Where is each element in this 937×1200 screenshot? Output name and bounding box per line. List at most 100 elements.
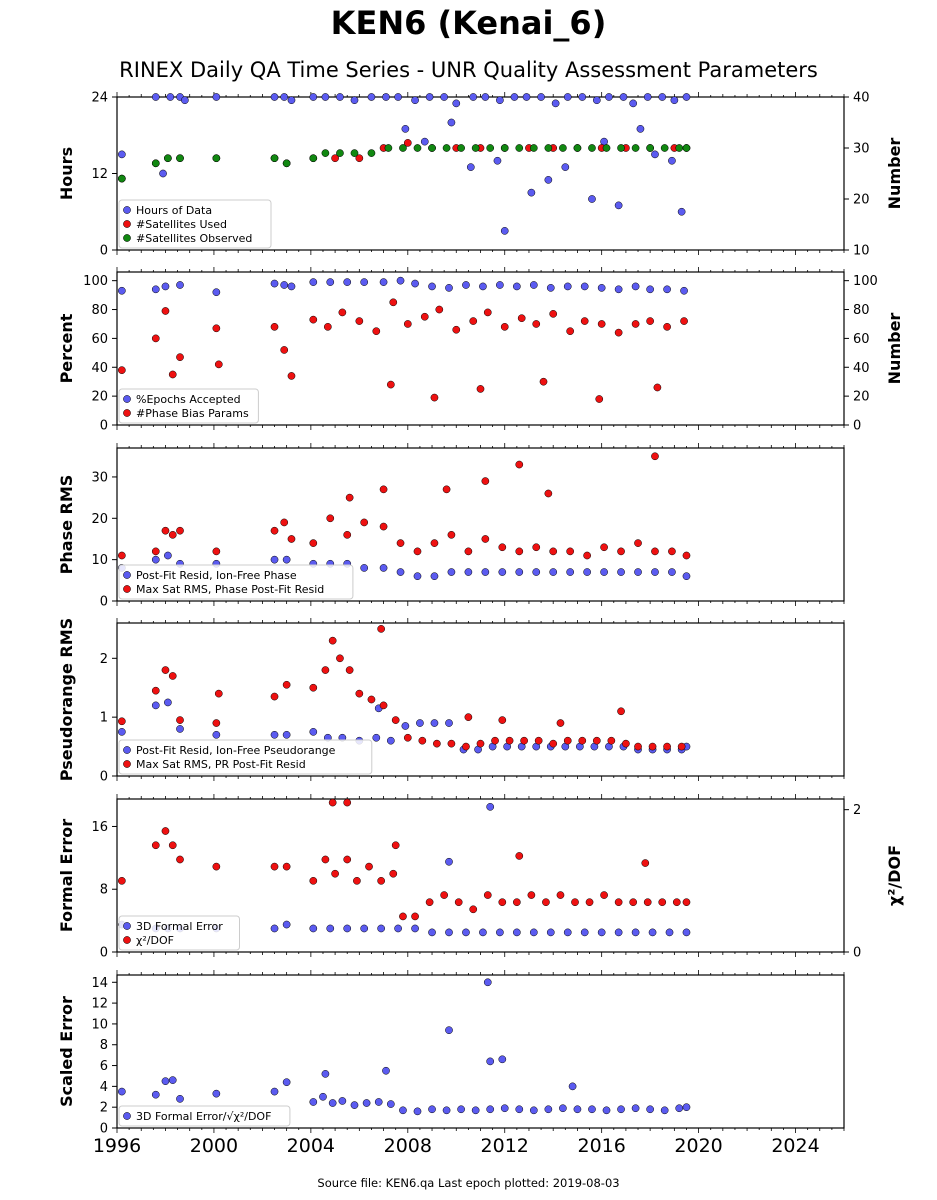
legend: Post-Fit Resid, Ion-Free PseudorangeMax …	[118, 739, 373, 775]
data-point-red	[287, 372, 296, 380]
data-point-blue	[386, 736, 395, 745]
data-point-red	[309, 683, 318, 692]
data-point-blue	[646, 285, 654, 294]
data-point-blue	[605, 93, 613, 101]
data-point-green	[529, 144, 538, 152]
data-point-blue	[430, 719, 439, 727]
data-point-blue	[428, 1105, 436, 1114]
data-point-red	[403, 733, 412, 742]
data-point-red	[651, 452, 659, 461]
y2-axis-label: χ²/DOF	[885, 845, 904, 906]
y-tick-label: 14	[91, 976, 108, 991]
data-point-red	[469, 905, 478, 914]
data-point-green	[309, 154, 318, 163]
y-tick-label: 6	[100, 1059, 108, 1074]
data-point-red	[520, 736, 528, 745]
data-point-blue	[634, 568, 642, 576]
data-point-red	[336, 654, 344, 663]
data-point-blue	[651, 150, 659, 159]
data-point-blue	[270, 924, 279, 933]
data-point-blue	[328, 1099, 337, 1107]
data-point-red	[418, 736, 427, 745]
y2-tick-label: 30	[853, 142, 870, 157]
y2-tick-label: 100	[853, 274, 878, 289]
data-point-green	[282, 159, 291, 168]
data-point-red	[643, 898, 652, 907]
legend-label: Hours of Data	[136, 204, 212, 217]
legend-marker	[123, 571, 131, 579]
legend-marker	[123, 220, 131, 228]
data-point-blue	[496, 281, 504, 289]
data-point-red	[583, 551, 591, 560]
y2-tick-label: 40	[853, 91, 870, 106]
data-point-red	[168, 841, 177, 850]
data-point-red	[343, 530, 352, 539]
data-point-blue	[445, 857, 453, 866]
data-point-red	[176, 855, 184, 864]
legend-marker	[123, 936, 131, 944]
data-point-blue	[401, 125, 410, 133]
data-point-red	[641, 859, 650, 867]
data-point-green	[442, 144, 451, 152]
data-point-blue	[498, 568, 507, 576]
data-point-red	[168, 672, 177, 680]
data-point-green	[164, 154, 172, 163]
data-point-blue	[166, 93, 175, 101]
y2-axis-label: Number	[885, 313, 904, 385]
data-point-blue	[270, 730, 279, 739]
data-point-blue	[447, 118, 456, 127]
y-tick-label: 0	[100, 595, 108, 610]
data-point-red	[513, 898, 521, 907]
y-tick-label: 10	[91, 1017, 108, 1032]
data-point-blue	[614, 201, 623, 210]
data-point-red	[631, 320, 640, 328]
data-point-blue	[588, 1105, 596, 1114]
data-point-blue	[469, 93, 478, 101]
data-point-red	[464, 547, 473, 556]
data-point-red	[282, 680, 291, 689]
y-tick-label: 0	[100, 1122, 108, 1137]
data-point-red	[343, 855, 352, 864]
data-point-red	[117, 717, 126, 726]
data-point-red	[161, 307, 170, 315]
y-tick-label: 24	[91, 91, 108, 106]
data-point-red	[309, 315, 318, 324]
data-point-red	[430, 539, 439, 547]
data-point-red	[648, 742, 657, 751]
data-point-blue	[430, 572, 439, 581]
data-point-red	[389, 298, 398, 307]
data-point-blue	[161, 1077, 170, 1086]
data-point-blue	[326, 278, 335, 286]
data-point-red	[389, 869, 398, 878]
data-point-blue	[646, 1105, 654, 1114]
data-point-blue	[648, 928, 657, 937]
data-point-red	[360, 518, 369, 527]
data-point-red	[321, 855, 330, 864]
data-point-red	[532, 320, 541, 328]
data-point-red	[151, 686, 160, 695]
data-point-red	[680, 317, 688, 325]
page-subtitle: RINEX Daily QA Time Series - UNR Quality…	[119, 58, 818, 82]
legend: 3D Formal Error/√χ²/DOF	[118, 1105, 291, 1127]
data-point-blue	[498, 1055, 507, 1064]
data-point-green	[384, 144, 393, 152]
data-point-green	[336, 149, 344, 157]
data-point-blue	[617, 1105, 625, 1114]
data-point-blue	[578, 93, 587, 101]
data-point-red	[556, 719, 565, 727]
data-point-blue	[282, 730, 291, 739]
data-point-blue	[479, 282, 487, 291]
y-tick-label: 0	[100, 946, 108, 961]
data-point-blue	[413, 1107, 422, 1116]
data-point-red	[447, 530, 456, 539]
data-point-blue	[343, 924, 352, 933]
y-tick-label: 12	[91, 167, 108, 182]
data-point-blue	[151, 93, 160, 101]
data-point-blue	[343, 278, 352, 286]
y2-tick-label: 10	[853, 244, 870, 259]
data-point-blue	[665, 928, 674, 937]
data-point-red	[595, 395, 604, 403]
data-point-red	[454, 898, 463, 907]
data-point-green	[660, 144, 669, 152]
